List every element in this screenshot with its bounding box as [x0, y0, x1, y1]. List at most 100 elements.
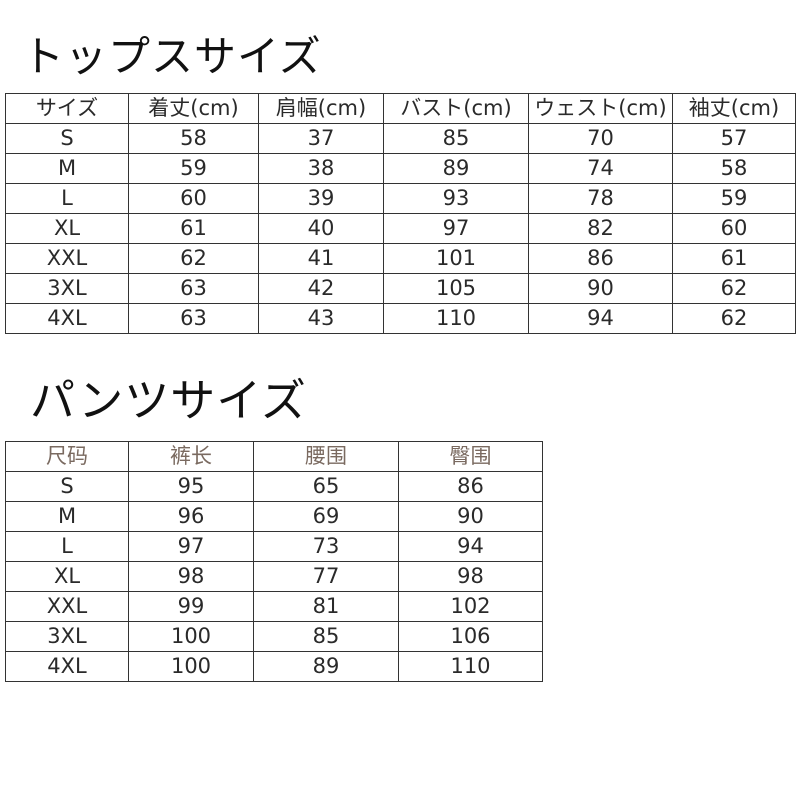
- measurement-cell: 77: [253, 561, 399, 592]
- table-row: XL 98 77 98: [5, 561, 543, 592]
- measurement-cell: 86: [528, 243, 673, 274]
- measurement-cell: 85: [253, 621, 399, 652]
- measurement-cell: 110: [383, 303, 529, 334]
- measurement-cell: 89: [383, 153, 529, 184]
- measurement-cell: 40: [258, 213, 384, 244]
- column-header: 腰围: [253, 441, 399, 472]
- measurement-cell: 101: [383, 243, 529, 274]
- measurement-cell: 58: [128, 123, 259, 154]
- measurement-cell: 97: [383, 213, 529, 244]
- table-row: M 96 69 90: [5, 501, 543, 532]
- table-row: S 58 37 85 70 57: [5, 123, 796, 154]
- size-label-cell: XXL: [5, 243, 129, 274]
- measurement-cell: 86: [398, 471, 543, 502]
- measurement-cell: 59: [128, 153, 259, 184]
- tops-size-table: サイズ 着丈(cm) 肩幅(cm) バスト(cm) ウェスト(cm) 袖丈(cm) S 58…: [5, 93, 796, 334]
- size-label-cell: 3XL: [5, 621, 129, 652]
- measurement-cell: 105: [383, 273, 529, 304]
- measurement-cell: 99: [128, 591, 254, 622]
- measurement-cell: 100: [128, 651, 254, 682]
- measurement-cell: 38: [258, 153, 384, 184]
- measurement-cell: 94: [398, 531, 543, 562]
- measurement-cell: 98: [398, 561, 543, 592]
- measurement-cell: 58: [672, 153, 796, 184]
- table-row: L 97 73 94: [5, 531, 543, 562]
- measurement-cell: 82: [528, 213, 673, 244]
- measurement-cell: 62: [672, 303, 796, 334]
- measurement-cell: 63: [128, 303, 259, 334]
- size-label-cell: L: [5, 183, 129, 214]
- column-header: 袖丈(cm): [672, 93, 796, 124]
- measurement-cell: 73: [253, 531, 399, 562]
- measurement-cell: 61: [672, 243, 796, 274]
- measurement-cell: 42: [258, 273, 384, 304]
- size-label-cell: L: [5, 531, 129, 562]
- column-header: 尺码: [5, 441, 129, 472]
- column-header: 肩幅(cm): [258, 93, 384, 124]
- measurement-cell: 43: [258, 303, 384, 334]
- pants-size-table: 尺码 裤长 腰围 臀围 S 95 65 86 M 96 69 90 L 97 73 94 XL 98 77 98 XX…: [5, 441, 543, 682]
- table-row: S 95 65 86: [5, 471, 543, 502]
- measurement-cell: 96: [128, 501, 254, 532]
- table-row: 3XL 63 42 105 90 62: [5, 273, 796, 304]
- measurement-cell: 39: [258, 183, 384, 214]
- table-row: 4XL 100 89 110: [5, 651, 543, 682]
- measurement-cell: 37: [258, 123, 384, 154]
- measurement-cell: 62: [128, 243, 259, 274]
- measurement-cell: 110: [398, 651, 543, 682]
- column-header: バスト(cm): [383, 93, 529, 124]
- measurement-cell: 61: [128, 213, 259, 244]
- measurement-cell: 102: [398, 591, 543, 622]
- measurement-cell: 85: [383, 123, 529, 154]
- measurement-cell: 97: [128, 531, 254, 562]
- size-label-cell: XL: [5, 561, 129, 592]
- measurement-cell: 74: [528, 153, 673, 184]
- table-row: XXL 62 41 101 86 61: [5, 243, 796, 274]
- measurement-cell: 60: [128, 183, 259, 214]
- size-label-cell: S: [5, 471, 129, 502]
- table-row: 4XL 63 43 110 94 62: [5, 303, 796, 334]
- table-row: XXL 99 81 102: [5, 591, 543, 622]
- measurement-cell: 41: [258, 243, 384, 274]
- size-label-cell: 4XL: [5, 303, 129, 334]
- table-header-row: サイズ 着丈(cm) 肩幅(cm) バスト(cm) ウェスト(cm) 袖丈(cm): [5, 93, 796, 124]
- measurement-cell: 100: [128, 621, 254, 652]
- measurement-cell: 90: [398, 501, 543, 532]
- measurement-cell: 70: [528, 123, 673, 154]
- measurement-cell: 59: [672, 183, 796, 214]
- measurement-cell: 106: [398, 621, 543, 652]
- measurement-cell: 94: [528, 303, 673, 334]
- tops-title: トップスサイズ: [22, 32, 322, 81]
- size-label-cell: XXL: [5, 591, 129, 622]
- table-row: 3XL 100 85 106: [5, 621, 543, 652]
- column-header: ウェスト(cm): [528, 93, 673, 124]
- measurement-cell: 57: [672, 123, 796, 154]
- size-label-cell: XL: [5, 213, 129, 244]
- measurement-cell: 65: [253, 471, 399, 502]
- size-label-cell: 3XL: [5, 273, 129, 304]
- measurement-cell: 90: [528, 273, 673, 304]
- measurement-cell: 69: [253, 501, 399, 532]
- measurement-cell: 63: [128, 273, 259, 304]
- pants-title: パンツサイズ: [30, 374, 307, 427]
- size-label-cell: M: [5, 153, 129, 184]
- measurement-cell: 93: [383, 183, 529, 214]
- size-label-cell: M: [5, 501, 129, 532]
- column-header: サイズ: [5, 93, 129, 124]
- measurement-cell: 98: [128, 561, 254, 592]
- size-label-cell: S: [5, 123, 129, 154]
- measurement-cell: 95: [128, 471, 254, 502]
- column-header: 臀围: [398, 441, 543, 472]
- measurement-cell: 62: [672, 273, 796, 304]
- measurement-cell: 81: [253, 591, 399, 622]
- table-header-row: 尺码 裤长 腰围 臀围: [5, 441, 543, 472]
- table-row: L 60 39 93 78 59: [5, 183, 796, 214]
- column-header: 着丈(cm): [128, 93, 259, 124]
- table-row: XL 61 40 97 82 60: [5, 213, 796, 244]
- size-label-cell: 4XL: [5, 651, 129, 682]
- column-header: 裤长: [128, 441, 254, 472]
- measurement-cell: 78: [528, 183, 673, 214]
- measurement-cell: 89: [253, 651, 399, 682]
- measurement-cell: 60: [672, 213, 796, 244]
- table-row: M 59 38 89 74 58: [5, 153, 796, 184]
